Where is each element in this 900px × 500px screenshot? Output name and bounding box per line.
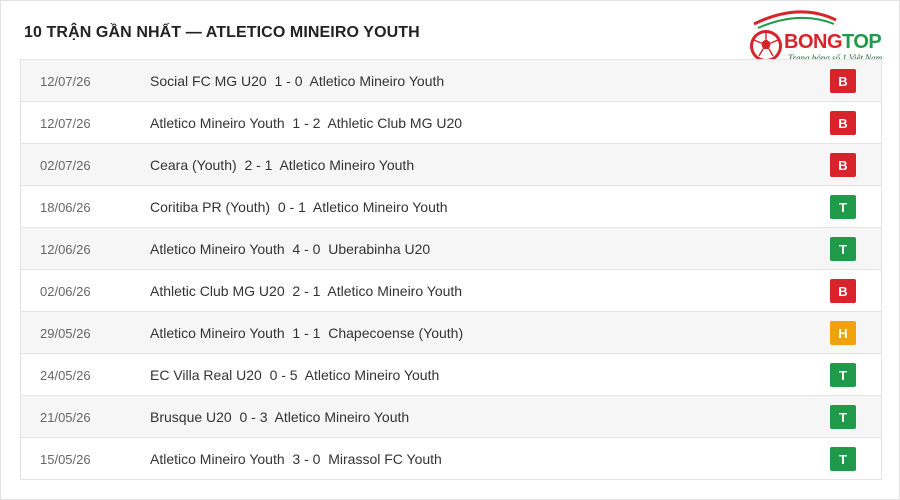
match-row[interactable]: 02/07/26 Ceara (Youth) 2 - 1 Atletico Min… xyxy=(21,144,881,186)
match-row[interactable]: 02/06/26 Athletic Club MG U20 2 - 1 Atlet… xyxy=(21,270,881,312)
away-team: Chapecoense (Youth) xyxy=(328,325,464,341)
match-row[interactable]: 18/06/26 Coritiba PR (Youth) 0 - 1 Atleti… xyxy=(21,186,881,228)
away-team: Athletic Club MG U20 xyxy=(327,115,463,131)
match-date: 02/07/26 xyxy=(40,158,91,173)
recent-matches-table: 12/07/26 Social FC MG U20 1 - 0 Atletico … xyxy=(20,59,882,480)
home-team: EC Villa Real U20 xyxy=(150,367,262,383)
away-team: Atletico Mineiro Youth xyxy=(309,73,445,89)
match-date: 12/06/26 xyxy=(40,242,91,257)
home-team: Atletico Mineiro Youth xyxy=(150,325,285,341)
result-badge: T xyxy=(830,363,856,387)
match-row[interactable]: 12/07/26 Atletico Mineiro Youth 1 - 2 Ath… xyxy=(21,102,881,144)
result-badge: B xyxy=(830,111,856,135)
page-title: 10 TRẬN GẦN NHẤT — ATLETICO MINEIRO YOUT… xyxy=(24,24,420,41)
match-score: 0 - 5 xyxy=(269,367,298,383)
away-team: Atletico Mineiro Youth xyxy=(279,157,415,173)
bongtop-logo[interactable]: BONGTOP Trang bóng số 1 Việt Nam xyxy=(744,8,894,70)
match-row[interactable]: 12/07/26 Social FC MG U20 1 - 0 Atletico … xyxy=(21,60,881,102)
match-date: 15/05/26 xyxy=(40,452,91,467)
result-badge: T xyxy=(830,237,856,261)
match-date: 02/06/26 xyxy=(40,284,91,299)
home-team: Ceara (Youth) xyxy=(150,157,237,173)
result-badge: B xyxy=(830,69,856,93)
logo-tagline: Trang bóng số 1 Việt Nam xyxy=(788,53,883,63)
match-info: EC Villa Real U20 0 - 5 Atletico Mineiro… xyxy=(150,367,439,383)
away-team: Atletico Mineiro Youth xyxy=(304,367,440,383)
match-date: 21/05/26 xyxy=(40,410,91,425)
result-badge: B xyxy=(830,153,856,177)
match-row[interactable]: 29/05/26 Atletico Mineiro Youth 1 - 1 Cha… xyxy=(21,312,881,354)
match-score: 1 - 0 xyxy=(274,73,303,89)
result-badge: T xyxy=(830,195,856,219)
match-info: Athletic Club MG U20 2 - 1 Atletico Mine… xyxy=(150,283,462,299)
match-score: 0 - 1 xyxy=(277,199,306,215)
match-date: 18/06/26 xyxy=(40,200,91,215)
match-info: Atletico Mineiro Youth 4 - 0 Uberabinha … xyxy=(150,241,430,257)
match-date: 12/07/26 xyxy=(40,116,91,131)
home-team: Brusque U20 xyxy=(150,409,232,425)
home-team: Athletic Club MG U20 xyxy=(150,283,285,299)
home-team: Social FC MG U20 xyxy=(150,73,267,89)
home-team: Atletico Mineiro Youth xyxy=(150,451,285,467)
match-score: 4 - 0 xyxy=(292,241,321,257)
match-info: Coritiba PR (Youth) 0 - 1 Atletico Minei… xyxy=(150,199,448,215)
away-team: Uberabinha U20 xyxy=(328,241,431,257)
match-date: 29/05/26 xyxy=(40,326,91,341)
match-date: 12/07/26 xyxy=(40,74,91,89)
match-date: 24/05/26 xyxy=(40,368,91,383)
match-info: Brusque U20 0 - 3 Atletico Mineiro Youth xyxy=(150,409,409,425)
result-badge: T xyxy=(830,447,856,471)
match-score: 1 - 2 xyxy=(292,115,321,131)
match-score: 0 - 3 xyxy=(239,409,268,425)
match-score: 1 - 1 xyxy=(292,325,321,341)
match-row[interactable]: 24/05/26 EC Villa Real U20 0 - 5 Atletico… xyxy=(21,354,881,396)
match-score: 2 - 1 xyxy=(292,283,321,299)
match-score: 3 - 0 xyxy=(292,451,321,467)
away-team: Atletico Mineiro Youth xyxy=(274,409,410,425)
match-info: Atletico Mineiro Youth 1 - 1 Chapecoense… xyxy=(150,325,463,341)
home-team: Atletico Mineiro Youth xyxy=(150,241,285,257)
match-row[interactable]: 21/05/26 Brusque U20 0 - 3 Atletico Minei… xyxy=(21,396,881,438)
result-badge: B xyxy=(830,279,856,303)
logo-wordmark: BONGTOP xyxy=(784,31,882,53)
away-team: Mirassol FC Youth xyxy=(328,451,442,467)
home-team: Coritiba PR (Youth) xyxy=(150,199,271,215)
match-score: 2 - 1 xyxy=(244,157,273,173)
away-team: Atletico Mineiro Youth xyxy=(327,283,463,299)
match-info: Ceara (Youth) 2 - 1 Atletico Mineiro You… xyxy=(150,157,414,173)
match-row[interactable]: 12/06/26 Atletico Mineiro Youth 4 - 0 Ube… xyxy=(21,228,881,270)
result-badge: H xyxy=(830,321,856,345)
away-team: Atletico Mineiro Youth xyxy=(312,199,448,215)
match-info: Atletico Mineiro Youth 1 - 2 Athletic Cl… xyxy=(150,115,462,131)
match-info: Atletico Mineiro Youth 3 - 0 Mirassol FC… xyxy=(150,451,442,467)
soccer-ball-icon xyxy=(750,10,837,62)
home-team: Atletico Mineiro Youth xyxy=(150,115,285,131)
match-row[interactable]: 15/05/26 Atletico Mineiro Youth 3 - 0 Mir… xyxy=(21,438,881,480)
result-badge: T xyxy=(830,405,856,429)
match-info: Social FC MG U20 1 - 0 Atletico Mineiro … xyxy=(150,73,444,89)
